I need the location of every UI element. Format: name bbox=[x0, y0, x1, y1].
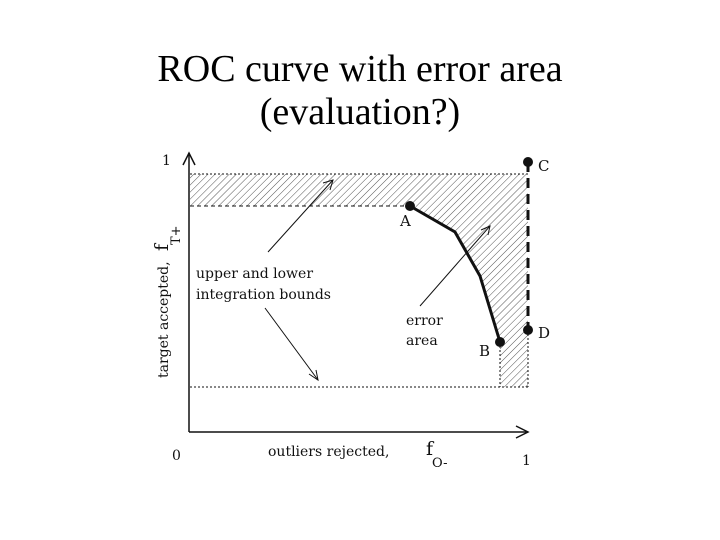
bounds-annotation-line-1: upper and lower bbox=[196, 266, 313, 282]
point-d-marker bbox=[523, 325, 533, 335]
bounds-arrow-lower bbox=[264, 307, 319, 381]
slide-title: ROC curve with error area (evaluation?) bbox=[0, 48, 720, 134]
point-b-marker bbox=[495, 337, 505, 347]
point-a-label: A bbox=[399, 212, 411, 230]
error-area-arrow bbox=[419, 225, 491, 307]
error-annotation-line-1: error bbox=[406, 313, 443, 329]
error-annotation-line-2: area bbox=[406, 333, 438, 349]
roc-curve bbox=[409, 204, 502, 343]
y-axis-subscript: T+ bbox=[169, 225, 184, 245]
point-a-marker bbox=[405, 201, 415, 211]
bounds-arrow-upper bbox=[267, 179, 334, 253]
x-max-tick: 1 bbox=[522, 453, 531, 469]
bounds-annotation-line-2: integration bounds bbox=[196, 287, 331, 303]
x-axis-subscript: O- bbox=[432, 456, 448, 471]
y-axis-label-group: target accepted, f T+ bbox=[151, 225, 184, 378]
upper-bound-hatch-band bbox=[190, 174, 528, 206]
point-b-label: B bbox=[479, 342, 490, 360]
origin-tick: 0 bbox=[172, 448, 181, 464]
x-axis-arrowhead bbox=[515, 425, 530, 439]
x-axis-label: outliers rejected, bbox=[268, 444, 389, 460]
error-area-arrow-head bbox=[480, 225, 491, 236]
y-axis-symbol: f bbox=[151, 242, 173, 251]
point-c-marker bbox=[523, 157, 533, 167]
y-axis-label: target accepted, bbox=[156, 261, 172, 378]
bounds-arrow-upper-head bbox=[322, 179, 334, 191]
slide-title-line-2: (evaluation?) bbox=[259, 91, 461, 133]
y-max-tick: 1 bbox=[162, 153, 171, 169]
point-d-label: D bbox=[538, 324, 550, 342]
point-c-label: C bbox=[538, 157, 549, 175]
x-axis-symbol: f bbox=[426, 438, 435, 460]
error-area-hatch bbox=[410, 206, 528, 387]
slide-title-line-1: ROC curve with error area bbox=[157, 48, 563, 90]
y-axis-arrowhead bbox=[182, 151, 196, 166]
bounds-arrow-lower-head bbox=[308, 369, 319, 382]
